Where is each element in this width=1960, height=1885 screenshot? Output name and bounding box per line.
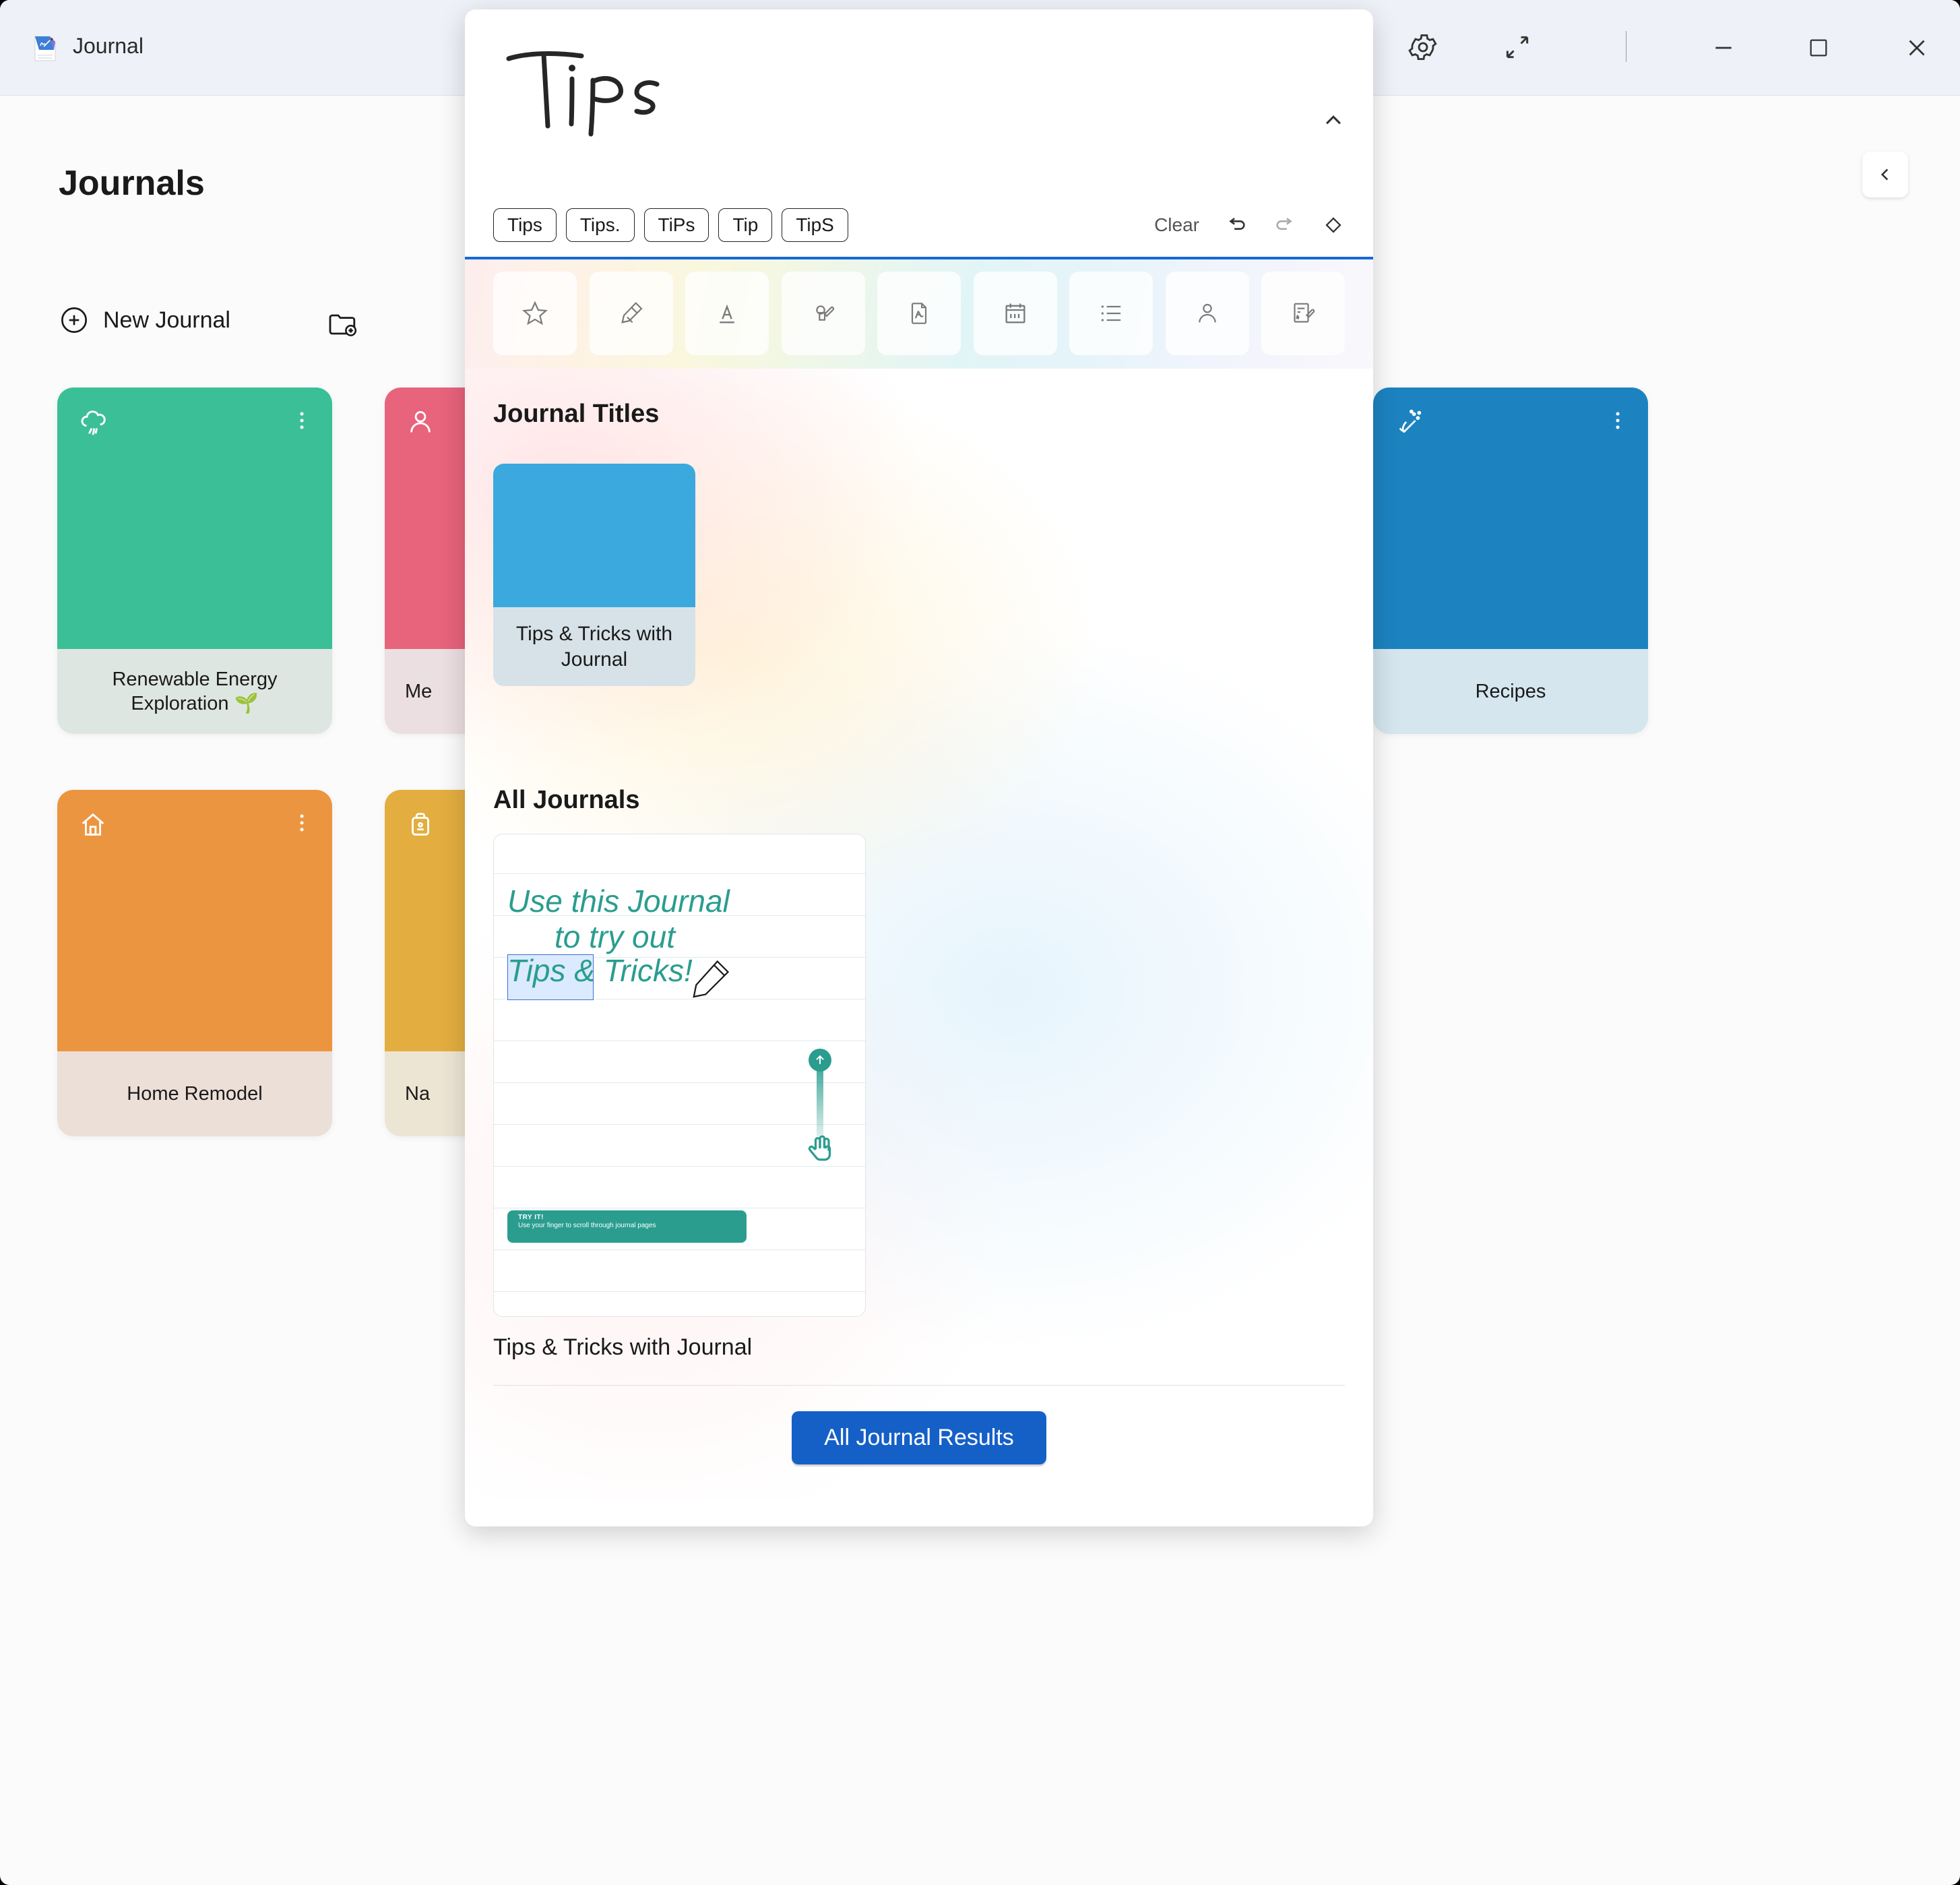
svg-text:Use this Journal: Use this Journal [507, 884, 731, 919]
svg-text:Tips & Tricks!: Tips & Tricks! [507, 953, 693, 988]
